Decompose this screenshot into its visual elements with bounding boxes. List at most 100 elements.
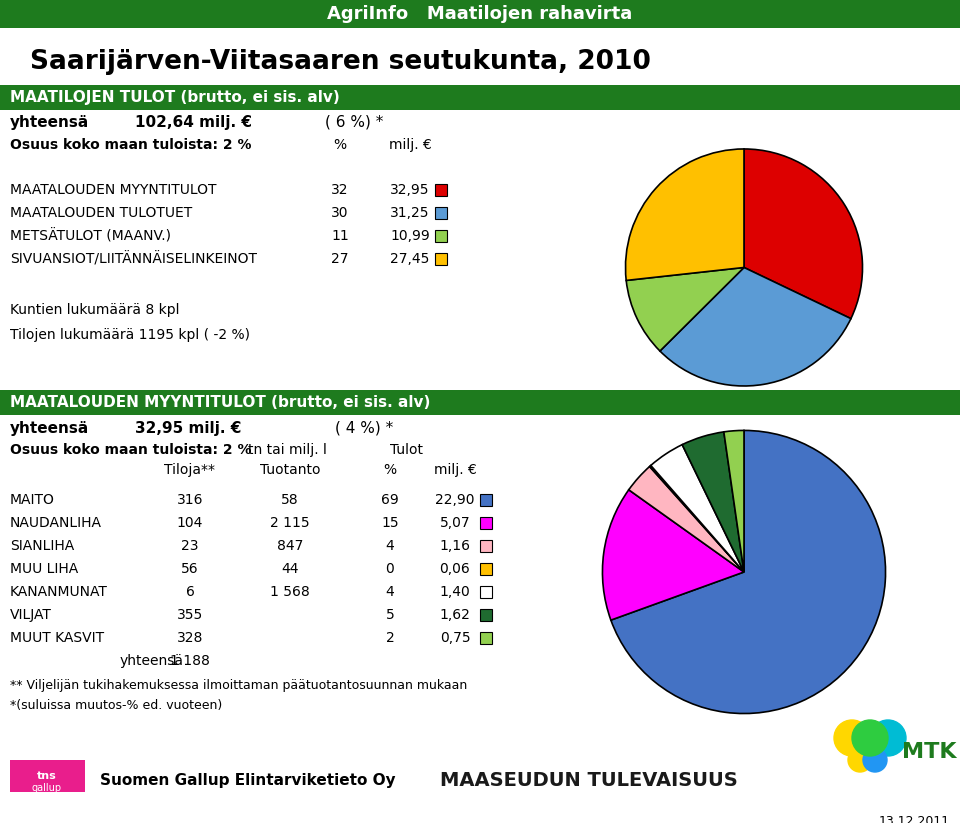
Text: ( 4 %) *: ( 4 %) * [335,421,394,435]
Bar [480,586,492,598]
Bar [480,540,492,552]
Text: 4: 4 [386,585,395,599]
Bar [480,609,492,621]
Wedge shape [744,149,862,319]
Text: milj. €: milj. € [434,463,476,477]
Text: 5,07: 5,07 [440,516,470,530]
Text: 23: 23 [181,539,199,553]
Wedge shape [626,267,744,351]
Bar [480,563,492,575]
Text: Tiloja**: Tiloja** [164,463,215,477]
Text: yhteensä: yhteensä [10,421,89,435]
Text: %: % [383,463,396,477]
Text: 0,75: 0,75 [440,631,470,645]
Text: 104: 104 [177,516,204,530]
Text: Kuntien lukumäärä 8 kpl: Kuntien lukumäärä 8 kpl [10,303,180,317]
Text: 6: 6 [185,585,195,599]
Text: 2: 2 [386,631,395,645]
Bar [10,760,85,792]
Text: 1,62: 1,62 [440,608,470,622]
Text: 0: 0 [386,562,395,576]
Text: %: % [333,138,347,152]
Bar [0,0,960,28]
Text: 10,99: 10,99 [390,229,430,243]
Wedge shape [660,267,851,386]
Bar [480,632,492,644]
Bar [435,184,447,196]
Text: 1,16: 1,16 [440,539,470,553]
Text: 11: 11 [331,229,348,243]
Text: *(suluissa muutos-% ed. vuoteen): *(suluissa muutos-% ed. vuoteen) [10,700,223,713]
Text: 69: 69 [381,493,398,507]
Wedge shape [651,444,744,572]
Text: 4: 4 [386,539,395,553]
Wedge shape [724,430,744,572]
Bar [480,517,492,529]
Text: 56: 56 [181,562,199,576]
Text: Osuus koko maan tuloista: 2 %: Osuus koko maan tuloista: 2 % [10,443,252,457]
Bar [480,494,492,506]
Text: MUUT KASVIT: MUUT KASVIT [10,631,104,645]
Text: MAASEUDUN TULEVAISUUS: MAASEUDUN TULEVAISUUS [440,770,737,789]
Text: 847: 847 [276,539,303,553]
Text: 27: 27 [331,252,348,266]
Text: Osuus koko maan tuloista: 2 %: Osuus koko maan tuloista: 2 % [10,138,252,152]
Text: 27,45: 27,45 [391,252,430,266]
Text: Saarijärven-Viitasaaren seutukunta, 2010: Saarijärven-Viitasaaren seutukunta, 2010 [30,49,651,75]
Text: KANANMUNAT: KANANMUNAT [10,585,108,599]
Text: 15: 15 [381,516,398,530]
Bar [435,207,447,219]
Text: MUU LIHA: MUU LIHA [10,562,79,576]
Bar [435,253,447,265]
Text: MAATILOJEN TULOT (brutto, ei sis. alv): MAATILOJEN TULOT (brutto, ei sis. alv) [10,90,340,105]
Text: Tuotanto: Tuotanto [260,463,321,477]
Circle shape [848,748,872,772]
Text: 58: 58 [281,493,299,507]
Text: VILJAT: VILJAT [10,608,52,622]
Text: 32,95 milj. €: 32,95 milj. € [135,421,241,435]
Bar [435,230,447,242]
Text: Tilojen lukumäärä 1195 kpl ( -2 %): Tilojen lukumäärä 1195 kpl ( -2 %) [10,328,250,342]
Text: MAATALOUDEN MYYNTITULOT (brutto, ei sis. alv): MAATALOUDEN MYYNTITULOT (brutto, ei sis.… [10,394,430,410]
Text: tn tai milj. l: tn tai milj. l [248,443,326,457]
Text: 1,40: 1,40 [440,585,470,599]
Text: ** Viljelijän tukihakemuksessa ilmoittaman päätuotantosuunnan mukaan: ** Viljelijän tukihakemuksessa ilmoittam… [10,680,468,692]
Text: 5: 5 [386,608,395,622]
Text: MAATALOUDEN MYYNTITULOT: MAATALOUDEN MYYNTITULOT [10,183,217,197]
Circle shape [863,748,887,772]
Text: SIANLIHA: SIANLIHA [10,539,74,553]
Text: 102,64 milj. €: 102,64 milj. € [135,114,252,129]
Text: 1 568: 1 568 [270,585,310,599]
Text: METSÄTULOT (MAANV.): METSÄTULOT (MAANV.) [10,229,171,244]
Bar [0,390,960,415]
Circle shape [834,720,870,756]
Text: 328: 328 [177,631,204,645]
Text: MTK: MTK [902,742,956,762]
Text: gallup: gallup [32,783,62,793]
Wedge shape [629,467,744,572]
Text: 22,90: 22,90 [435,493,475,507]
Wedge shape [683,432,744,572]
Text: 0,06: 0,06 [440,562,470,576]
Wedge shape [603,490,744,620]
Text: 30: 30 [331,206,348,220]
Text: 32: 32 [331,183,348,197]
Wedge shape [611,430,885,714]
Text: 2 115: 2 115 [270,516,310,530]
Text: 355: 355 [177,608,204,622]
Text: milj. €: milj. € [389,138,431,152]
Text: yhteensä: yhteensä [120,654,184,668]
Text: AgriInfo   Maatilojen rahavirta: AgriInfo Maatilojen rahavirta [327,5,633,23]
Text: 13.12.2011: 13.12.2011 [878,815,950,823]
Text: 31,25: 31,25 [391,206,430,220]
Wedge shape [626,149,744,281]
Text: SIVUANSIOT/LIITÄNNÄISELINKEINOT: SIVUANSIOT/LIITÄNNÄISELINKEINOT [10,252,257,266]
Wedge shape [650,466,744,572]
Text: MAITO: MAITO [10,493,55,507]
Text: ( 6 %) *: ( 6 %) * [325,114,383,129]
Text: MAATALOUDEN TULOTUET: MAATALOUDEN TULOTUET [10,206,192,220]
Text: 316: 316 [177,493,204,507]
Text: yhteensä: yhteensä [10,114,89,129]
Text: 44: 44 [281,562,299,576]
Text: 1 188: 1 188 [170,654,210,668]
